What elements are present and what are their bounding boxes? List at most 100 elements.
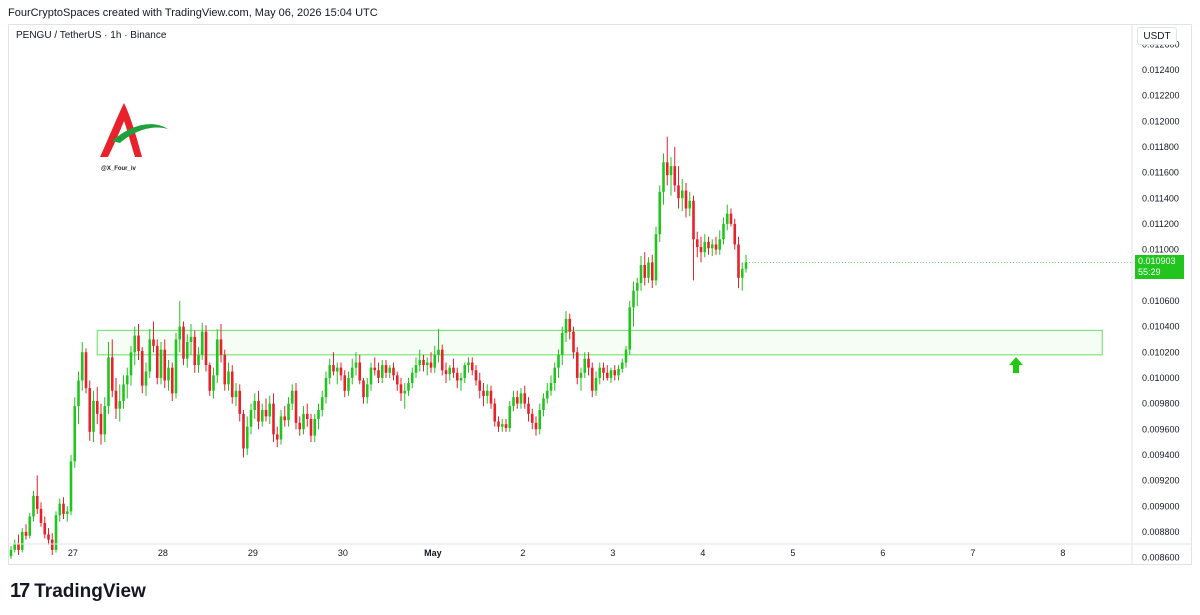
candle-body: [298, 422, 302, 430]
candle-body: [590, 367, 594, 391]
candle-body: [549, 383, 553, 391]
candle-body: [572, 331, 575, 353]
price-tick-label: 0.009000: [1142, 501, 1180, 511]
candle-body: [500, 424, 504, 427]
candle-body: [257, 401, 260, 422]
candle-body: [433, 354, 437, 368]
candle-body: [69, 461, 73, 512]
time-tick-label: 7: [970, 548, 975, 558]
time-tick-label: May: [424, 548, 442, 558]
candle-body: [17, 543, 20, 550]
candle-body: [129, 352, 133, 376]
price-tick-label: 0.012200: [1142, 91, 1180, 101]
candle-body: [669, 166, 673, 176]
candle-body: [497, 421, 500, 427]
candle-body: [489, 390, 493, 404]
candle-body: [148, 339, 152, 372]
candle-body: [474, 370, 478, 381]
candle-body: [302, 413, 305, 430]
candle-body: [628, 307, 632, 350]
time-tick-label: 30: [338, 548, 348, 558]
plot-area: [9, 136, 1132, 559]
candle-body: [193, 336, 197, 366]
candle-body: [204, 331, 208, 366]
candle-body: [707, 241, 710, 249]
candle-body: [553, 367, 557, 384]
currency-label[interactable]: USDT: [1137, 27, 1177, 45]
candle-body: [264, 410, 268, 417]
candle-body: [512, 397, 515, 407]
candle-body: [684, 190, 688, 209]
candle-body: [635, 282, 639, 291]
candle-body: [287, 403, 290, 421]
time-tick-label: 27: [68, 548, 78, 558]
candle-body: [283, 416, 287, 421]
candle-body: [43, 522, 47, 535]
candle-body: [144, 371, 148, 386]
candle-body: [710, 244, 714, 249]
candle-body: [665, 162, 669, 176]
price-tick-label: 0.010000: [1142, 373, 1180, 383]
candle-body: [459, 377, 463, 381]
candle-body: [170, 367, 174, 394]
candle-body: [80, 352, 84, 381]
candle-body: [369, 367, 373, 385]
candle-body: [137, 335, 140, 351]
time-tick-label: 28: [158, 548, 168, 558]
candle-body: [268, 403, 272, 417]
candle-body: [392, 367, 395, 376]
candle-body: [538, 410, 542, 430]
candle-body: [189, 336, 193, 342]
candle-body: [249, 410, 253, 427]
candle-body: [309, 418, 313, 436]
candle-body: [133, 335, 137, 353]
candle-body: [624, 349, 628, 363]
candle-body: [320, 397, 324, 410]
tradingview-branding[interactable]: 17 TradingView: [10, 580, 146, 603]
candle-body: [185, 341, 189, 359]
candle-body: [65, 511, 69, 514]
price-tick-label: 0.011600: [1142, 168, 1179, 178]
candle-body: [54, 515, 58, 550]
candle-body: [650, 262, 654, 281]
symbol-legend[interactable]: PENGU / TetherUS · 1h · Binance: [16, 30, 167, 41]
candle-body: [523, 393, 527, 404]
candle-body: [9, 549, 13, 557]
candle-body: [632, 290, 635, 308]
candle-body: [425, 362, 429, 366]
candle-body: [377, 370, 380, 378]
candle-body: [50, 539, 54, 550]
candle-body: [208, 365, 212, 391]
candle-body: [692, 200, 695, 240]
candle-body: [568, 318, 572, 332]
candle-body: [422, 359, 425, 366]
price-tick-label: 0.009200: [1142, 476, 1180, 486]
price-tick-label: 0.009400: [1142, 450, 1180, 460]
candle-body: [159, 349, 163, 378]
candle-body: [598, 367, 602, 378]
candle-body: [219, 339, 223, 355]
candle-body: [395, 375, 399, 385]
candle-body: [399, 384, 403, 394]
candle-body: [429, 362, 433, 368]
candle-body: [482, 390, 485, 396]
candle-body: [84, 352, 88, 389]
candle-body: [639, 264, 643, 283]
candle-body: [110, 357, 114, 391]
candle-body: [485, 390, 489, 396]
candle-body: [380, 365, 384, 378]
candle-body: [197, 354, 200, 366]
tradingview-wordmark: TradingView: [34, 580, 146, 602]
candle-body: [114, 390, 118, 409]
candle-body: [118, 401, 122, 409]
candle-body: [167, 367, 170, 381]
candle-body: [594, 377, 598, 391]
candle-body: [470, 362, 474, 371]
price-tick-label: 0.008600: [1142, 553, 1180, 563]
candle-body: [662, 162, 665, 192]
time-tick-label: 8: [1060, 548, 1065, 558]
candle-body: [140, 350, 144, 386]
candle-body: [242, 413, 245, 449]
candle-body: [647, 262, 650, 278]
